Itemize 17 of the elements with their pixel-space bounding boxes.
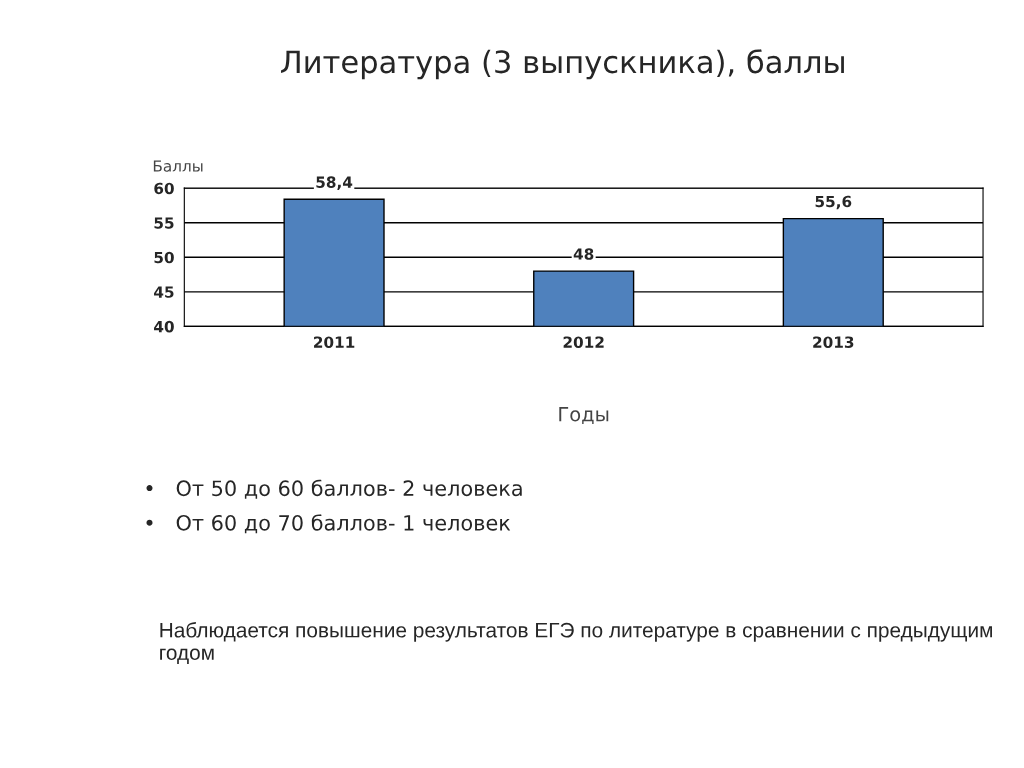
y-tick-label: 55 [154, 217, 174, 229]
y-tick-label: 40 [154, 320, 174, 333]
y-tick-label: 50 [154, 251, 174, 264]
text: • От 60 до 70 баллов- 1 человек [146, 514, 511, 534]
y-tick-label: 45 [154, 286, 174, 298]
data-label: 58,4 [316, 176, 353, 190]
data-label: 55,6 [815, 195, 852, 210]
text: Наблюдается повышение результатов ЕГЭ по литературе в сравнении с предыдущим годом [160, 622, 992, 664]
text: • От 50 до 60 баллов- 2 человека [146, 479, 522, 499]
y-axis-title: Баллы [153, 160, 203, 172]
y-tick-label: 60 [154, 182, 174, 195]
data-label: 48 [573, 248, 594, 260]
x-tick-label: 2013 [813, 336, 854, 348]
x-tick-label: 2012 [563, 336, 604, 348]
x-axis-title: Годы [559, 407, 609, 424]
chart-title: Литература (3 выпускника), баллы [281, 49, 844, 80]
x-tick-label: 2011 [314, 336, 355, 348]
